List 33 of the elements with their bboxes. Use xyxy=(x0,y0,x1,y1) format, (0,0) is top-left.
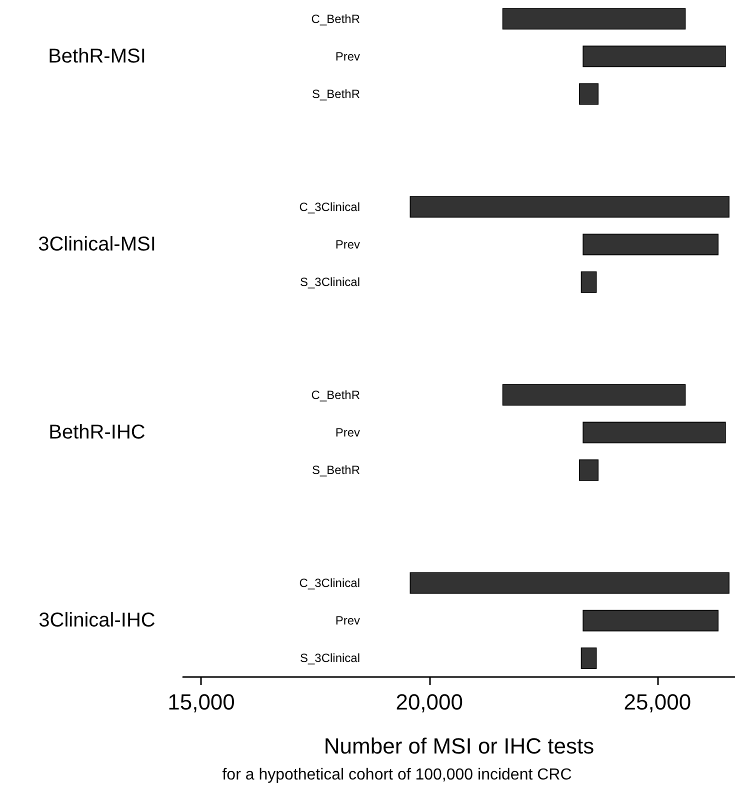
x-tick-label: 20,000 xyxy=(396,690,463,714)
bar xyxy=(580,271,597,293)
bar xyxy=(502,384,686,406)
text: for a hypothetical cohort of 100,000 incident CRC xyxy=(222,766,572,784)
bar xyxy=(410,572,730,594)
text: BethR-IHC xyxy=(48,422,146,444)
y-tick-label: S_BethR xyxy=(312,87,360,102)
y-tick-label: S_3Clinical xyxy=(300,651,360,666)
bar xyxy=(582,422,726,444)
bar xyxy=(580,647,597,669)
bar xyxy=(502,8,686,30)
y-tick-label: Prev xyxy=(335,49,360,64)
y-tick-label: C_3Clinical xyxy=(299,200,360,214)
bar xyxy=(579,459,599,481)
text: 3Clinical-MSI xyxy=(38,233,156,256)
bar xyxy=(579,83,599,105)
y-tick-label: S_BethR xyxy=(312,463,360,478)
bar xyxy=(582,46,726,68)
y-tick-label: S_3Clinical xyxy=(300,275,360,290)
x-axis-title: Number of MSI or IHC tests xyxy=(324,734,594,758)
text: BethR-MSI xyxy=(48,45,146,68)
bar xyxy=(410,196,730,218)
y-tick-label: Prev xyxy=(335,614,360,628)
y-tick-label: C_BethR xyxy=(311,388,360,402)
bar xyxy=(582,610,719,632)
x-tick-label: 15,000 xyxy=(168,690,235,714)
y-tick-label: Prev xyxy=(335,426,360,440)
y-tick-label: C_3Clinical xyxy=(299,576,360,590)
text: 3Clinical-IHC xyxy=(38,610,156,632)
y-tick-label: C_BethR xyxy=(311,12,360,26)
x-tick-label: 25,000 xyxy=(624,690,692,714)
bar xyxy=(582,234,719,256)
y-tick-label: Prev xyxy=(335,237,360,252)
